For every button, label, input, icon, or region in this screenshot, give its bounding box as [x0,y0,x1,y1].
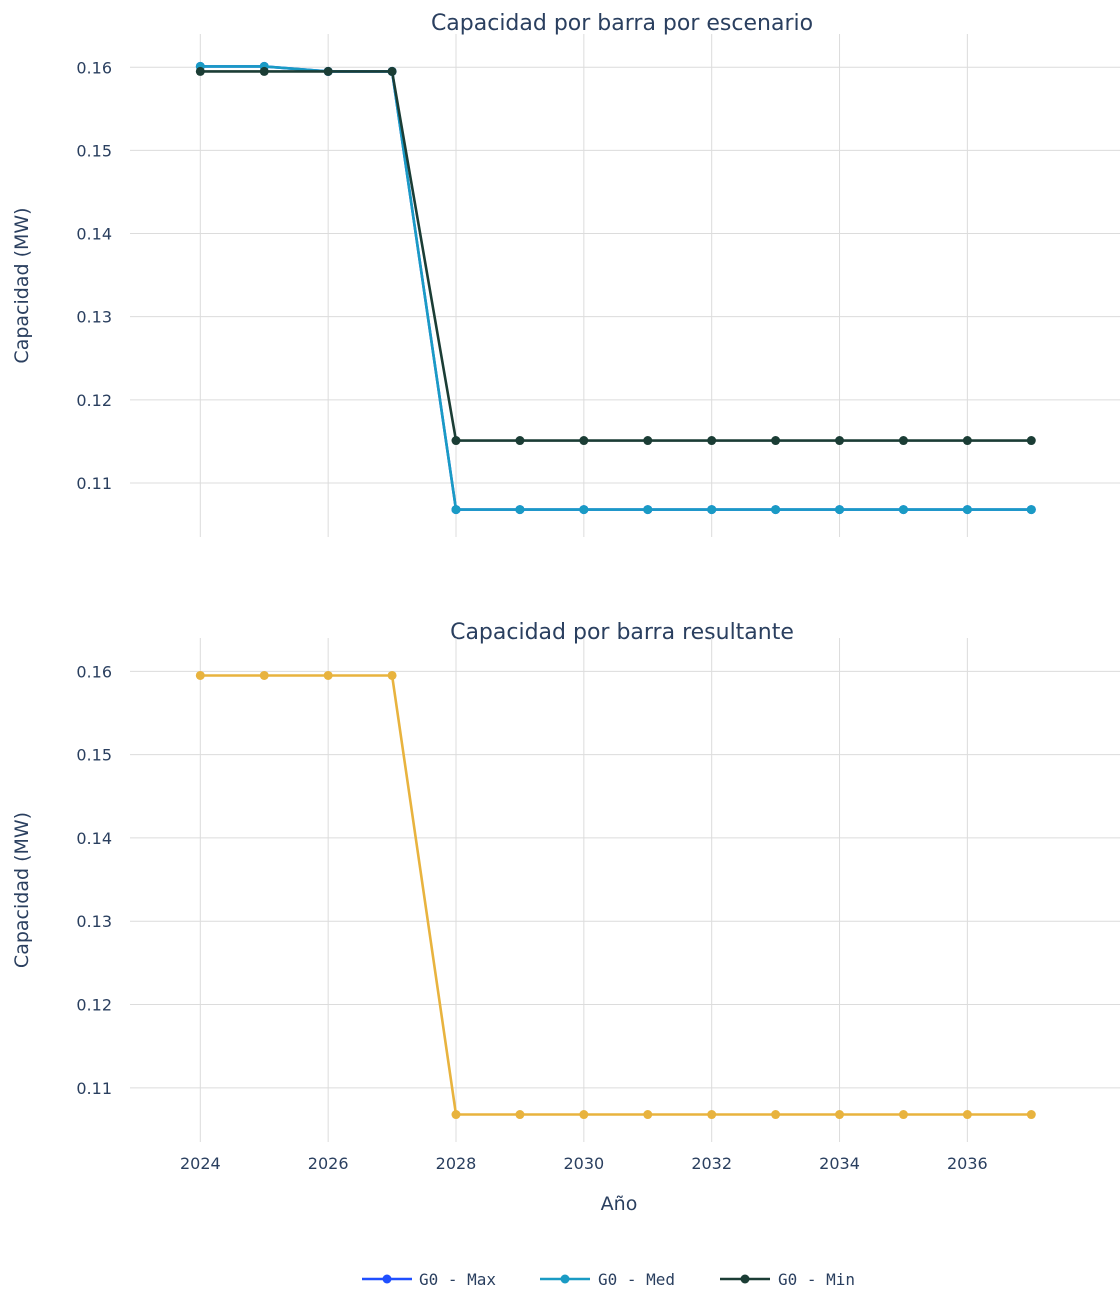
y-tick-label: 0.16 [76,662,112,681]
data-point [579,505,589,515]
series-line [200,674,1032,1116]
data-point [707,1110,717,1120]
data-point [898,505,908,515]
data-point [707,505,717,515]
y-tick-label: 0.12 [76,391,112,410]
data-point [579,1110,589,1120]
legend-item: G0 - Min [720,1270,855,1289]
legend-swatch-marker [740,1274,750,1284]
legend: G0 - Max G0 - Med G0 - Min [362,1270,855,1289]
data-point [898,1110,908,1120]
data-point [195,66,205,76]
data-point [835,505,845,515]
data-point [962,505,972,515]
y-axis-title: Capacidad (MW) [11,812,33,968]
y-tick-label: 0.11 [76,474,112,493]
data-point [835,1110,845,1120]
data-point [643,505,653,515]
y-tick-label: 0.14 [76,829,112,848]
data-point [1026,505,1036,515]
data-point [771,436,781,446]
series-1 [195,670,1036,1120]
legend-label: G0 - Min [778,1270,855,1289]
data-point [259,66,269,76]
data-point [323,66,333,76]
data-point [515,1110,525,1120]
y-tick-label: 0.14 [76,225,112,244]
data-point [387,66,397,76]
x-tick-label: 2036 [947,1154,988,1173]
x-tick-label: 2028 [436,1154,477,1173]
y-tick-label: 0.15 [76,141,112,160]
data-point [898,436,908,446]
y-tick-label: 0.13 [76,912,112,931]
series-1 [195,61,1036,515]
data-point [579,436,589,446]
legend-label: G0 - Med [598,1270,675,1289]
legend-item: G0 - Max [362,1270,496,1289]
y-tick-label: 0.15 [76,746,112,765]
gridlines [130,34,1120,537]
data-point [323,670,333,680]
data-point [707,436,717,446]
data-point [643,436,653,446]
data-point [387,670,397,680]
data-point [771,1110,781,1120]
chart-title: Capacidad por barra por escenario [431,11,813,36]
x-tick-label: 2026 [308,1154,349,1173]
x-tick-label: 2030 [563,1154,604,1173]
data-point [515,505,525,515]
data-point [515,436,525,446]
series-3 [195,66,1036,446]
y-tick-label: 0.16 [76,58,112,77]
legend-swatch-marker [560,1274,570,1284]
x-axis-title: Año [601,1193,638,1215]
legend-swatch-marker [382,1274,392,1284]
y-tick-label: 0.12 [76,996,112,1015]
data-point [771,505,781,515]
data-point [195,670,205,680]
y-tick-label: 0.11 [76,1079,112,1098]
data-point [962,1110,972,1120]
data-point [962,436,972,446]
x-tick-label: 2024 [180,1154,221,1173]
data-point [835,436,845,446]
data-point [1026,436,1036,446]
x-tick-label: 2034 [819,1154,860,1173]
data-point [451,436,461,446]
data-point [259,670,269,680]
chart-panel-2: Capacidad por barra resultante 0.11 0.12 0.… [11,620,1120,1215]
gridlines [130,638,1120,1142]
legend-label: G0 - Max [419,1270,496,1289]
y-tick-label: 0.13 [76,308,112,327]
y-axis-title: Capacidad (MW) [11,207,33,363]
data-point [643,1110,653,1120]
data-point [451,505,461,515]
chart-panel-1: Capacidad por barra por escenario 0.11 0.1… [11,11,1120,537]
series-2 [195,61,1036,515]
data-point [1026,1110,1036,1120]
legend-item: G0 - Med [540,1270,675,1289]
series-line [200,70,1032,442]
chart-title: Capacidad por barra resultante [450,620,794,645]
data-point [451,1110,461,1120]
x-tick-label: 2032 [691,1154,732,1173]
